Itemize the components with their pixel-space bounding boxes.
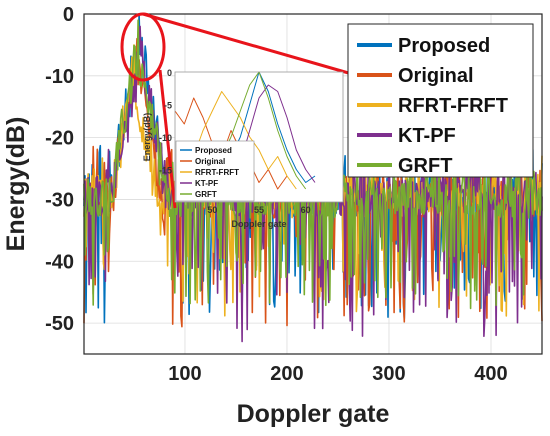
inset-x-axis-label: Doppler gate — [231, 219, 286, 229]
legend-entry: Original — [398, 65, 474, 87]
inset-legend-entry: RFRT-FRFT — [195, 168, 239, 177]
inset-legend-entry: Proposed — [195, 146, 232, 155]
y-tick-label: -50 — [45, 313, 74, 335]
main-plot-frame — [83, 13, 543, 355]
inset-y-tick-label: 0 — [167, 68, 172, 78]
legend-entry: Proposed — [398, 35, 490, 57]
inset-plot-frame — [174, 71, 344, 203]
zoom-connector-top — [142, 12, 353, 76]
legend-entry: KT-PF — [398, 125, 456, 147]
x-tick-label: 100 — [168, 363, 201, 385]
inset-y-tick-label: -15 — [159, 166, 172, 176]
x-tick-label: 400 — [474, 363, 507, 385]
inset-legend-entry: Original — [195, 157, 225, 166]
inset-y-axis-label: Energy(dB) — [142, 113, 152, 162]
inset-legend-entry: GRFT — [195, 190, 217, 199]
inset-legend: Proposed Original RFRT-FRFT KT-PF GRFT — [175, 140, 255, 202]
zoom-connector-bottom — [158, 69, 177, 209]
x-tick-label: 200 — [270, 363, 303, 385]
inset-x-tick-label: 50 — [207, 205, 217, 215]
y-tick-label: -30 — [45, 189, 74, 211]
inset-x-tick-label: 55 — [254, 205, 264, 215]
legend: Proposed Original RFRT-FRFT KT-PF GRFT — [347, 23, 534, 178]
y-axis-label: Energy(dB) — [2, 117, 30, 252]
y-tick-label: -10 — [45, 66, 74, 88]
legend-box — [347, 23, 534, 178]
inset-series-line-rfrt-frft — [193, 91, 297, 190]
y-tick-label: -40 — [45, 251, 74, 273]
x-axis-label: Doppler gate — [237, 400, 390, 428]
inset-x-tick-label: 60 — [301, 205, 311, 215]
inset-legend-box — [175, 140, 255, 202]
inset-y-tick-label: -5 — [164, 101, 172, 111]
series-line-grft — [83, 19, 543, 310]
x-tick-label: 300 — [372, 363, 405, 385]
y-tick-label: 0 — [63, 4, 74, 26]
legend-entry: GRFT — [398, 155, 452, 177]
inset-y-tick-label: -10 — [159, 133, 172, 143]
legend-entry: RFRT-FRFT — [398, 95, 508, 117]
inset-legend-entry: KT-PF — [195, 179, 218, 188]
y-tick-label: -20 — [45, 128, 74, 150]
inset-tick-labels: 0 -5 -10 -15 50 55 60 — [159, 68, 311, 215]
